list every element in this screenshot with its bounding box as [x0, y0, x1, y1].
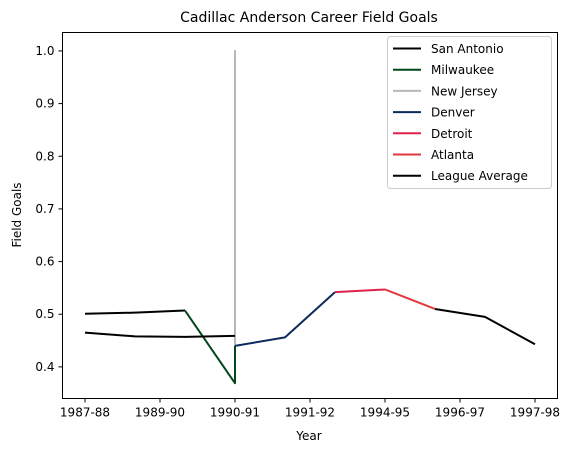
- legend-items: San Antonio Milwaukee New Jersey Denver Detr…: [393, 42, 528, 183]
- legend-label-atlanta: Atlanta: [431, 148, 474, 162]
- series-line-milwaukee-1: [184, 309, 236, 385]
- y-tick-label: 0.7: [35, 202, 54, 216]
- x-tick-label: 1997-98: [510, 406, 560, 420]
- y-axis: 0.4 0.5 0.6 0.7 0.8 0.9 1.0: [35, 44, 63, 374]
- series-line-atlanta-5: [384, 288, 436, 310]
- legend-box: [387, 36, 552, 189]
- series-line-denver-3: [234, 291, 336, 347]
- x-tick-label: 1987-88: [60, 406, 110, 420]
- x-tick-label: 1996-97: [435, 406, 485, 420]
- legend-label-san-antonio: San Antonio: [431, 42, 504, 56]
- y-axis-label: Field Goals: [10, 182, 24, 247]
- series-line-san-antonio-0: [84, 309, 186, 315]
- y-tick-label: 0.5: [35, 307, 54, 321]
- series-layer: [84, 49, 536, 385]
- series-line-league-average-7: [84, 331, 236, 338]
- legend-label-league-average: League Average: [431, 169, 528, 183]
- x-tick-label: 1991-92: [285, 406, 335, 420]
- x-axis: 1987-88 1989-90 1990-91 1991-92 1994-95 1996-…: [60, 398, 560, 420]
- y-tick-label: 0.9: [35, 97, 54, 111]
- legend-label-detroit: Detroit: [431, 127, 473, 141]
- chart-title: Cadillac Anderson Career Field Goals: [180, 10, 438, 26]
- x-tick-label: 1989-90: [135, 406, 185, 420]
- y-tick-label: 0.8: [35, 149, 54, 163]
- legend-label-new-jersey: New Jersey: [431, 84, 498, 98]
- legend: San Antonio Milwaukee New Jersey Denver Detr…: [387, 36, 552, 189]
- x-tick-label: 1990-91: [210, 406, 260, 420]
- x-axis-label: Year: [295, 429, 321, 443]
- series-line-san-antonio-6: [434, 307, 536, 346]
- legend-label-milwaukee: Milwaukee: [431, 63, 494, 77]
- x-tick-label: 1994-95: [360, 406, 410, 420]
- series-line-detroit-4: [334, 288, 386, 294]
- y-tick-label: 0.6: [35, 255, 54, 269]
- legend-label-denver: Denver: [431, 106, 475, 120]
- y-tick-label: 0.4: [35, 360, 54, 374]
- y-tick-label: 1.0: [35, 44, 54, 58]
